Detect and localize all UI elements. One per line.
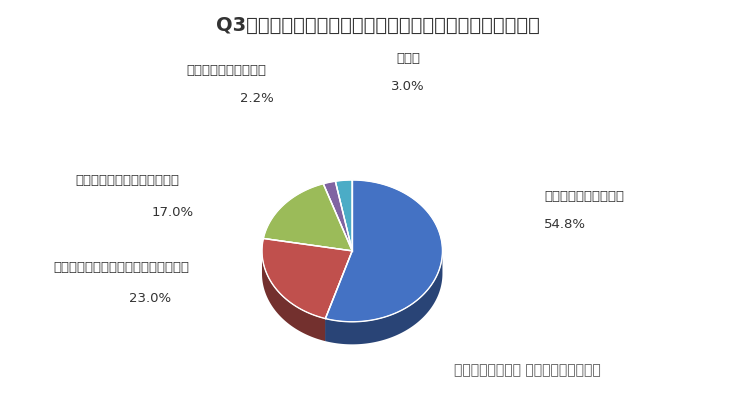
Text: 移動手段を変えたから: 移動手段を変えたから (187, 64, 267, 77)
Text: おトクにマイカー 定額カルモくん調べ: おトクにマイカー 定額カルモくん調べ (454, 363, 600, 377)
Text: 3.0%: 3.0% (392, 80, 425, 93)
Polygon shape (262, 239, 352, 319)
Text: 2.2%: 2.2% (240, 92, 274, 105)
Polygon shape (325, 251, 352, 341)
Text: 在宅勤務・休校になったから: 在宅勤務・休校になったから (76, 174, 180, 187)
Polygon shape (262, 251, 325, 341)
Polygon shape (325, 251, 352, 341)
Text: 感染リスクがあるから: 感染リスクがあるから (544, 190, 624, 203)
Text: Q3：（１）公共交通機関の理由が減った理由は何ですか？: Q3：（１）公共交通機関の理由が減った理由は何ですか？ (216, 16, 540, 35)
Polygon shape (324, 181, 352, 251)
Text: 17.0%: 17.0% (151, 206, 194, 219)
Polygon shape (325, 252, 442, 344)
Polygon shape (336, 180, 352, 251)
Polygon shape (325, 180, 442, 322)
Polygon shape (263, 184, 352, 251)
Text: その他: その他 (396, 52, 420, 66)
Text: 23.0%: 23.0% (129, 292, 171, 305)
Text: 54.8%: 54.8% (544, 217, 587, 231)
Text: 外出自粛・外出予定が無くなったから: 外出自粛・外出予定が無くなったから (53, 261, 189, 274)
